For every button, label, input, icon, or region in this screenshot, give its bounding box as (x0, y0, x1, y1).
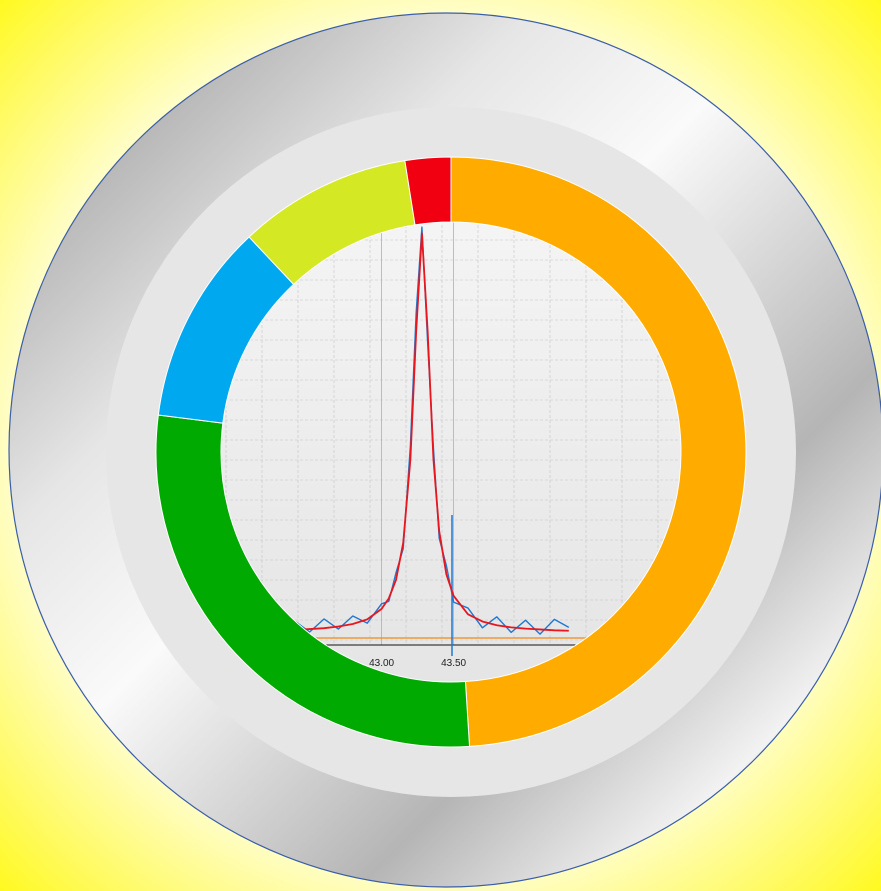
page: 43.0043.50 (() => { const data = JSON.pa… (0, 0, 881, 891)
x-tick-label: 43.00 (369, 658, 394, 669)
x-tick-label: 43.50 (441, 658, 466, 669)
chart: 43.00 43.50 (0, 0, 881, 891)
